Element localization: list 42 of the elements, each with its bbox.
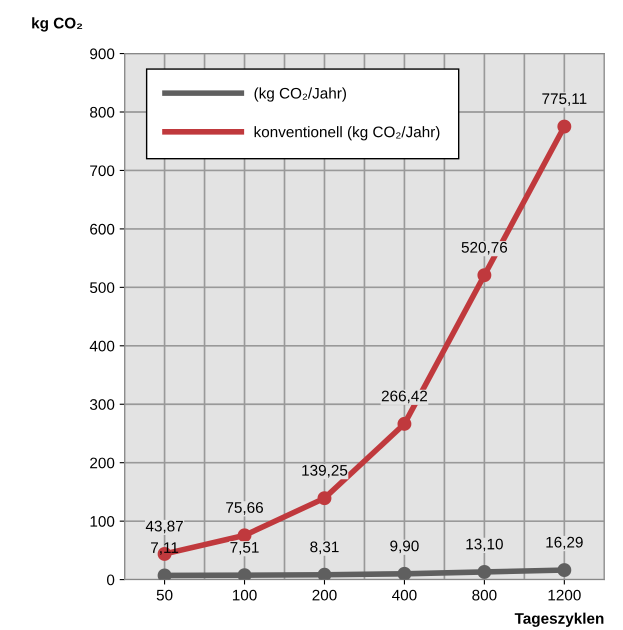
data-label: 775,11 [542, 93, 586, 106]
point [477, 268, 492, 282]
point [318, 491, 332, 506]
point [238, 528, 252, 542]
x-axis-title: Tageszyklen [514, 612, 604, 627]
y-tick-label: 0 [106, 574, 114, 586]
y-tick-label: 300 [90, 399, 114, 410]
y-axis-title: kg CO₂ [32, 17, 82, 32]
y-tick-label: 200 [90, 458, 114, 468]
y-tick-label: 500 [90, 282, 114, 294]
point [557, 120, 572, 134]
point [318, 568, 332, 580]
y-tick-label: 800 [90, 106, 114, 118]
x-tick-label: 50 [156, 590, 172, 601]
point [238, 568, 252, 580]
x-tick-label: 1200 [548, 590, 581, 601]
data-label: 520,76 [462, 242, 508, 255]
point [158, 568, 172, 580]
data-label: 75,66 [226, 502, 263, 515]
legend-label: (kg CO₂/Jahr) [254, 87, 346, 102]
data-label: 16,29 [546, 536, 583, 550]
point [397, 566, 412, 580]
data-label: 8,31 [310, 541, 339, 554]
x-tick-label: 400 [392, 590, 417, 601]
point [557, 563, 572, 578]
point [477, 565, 492, 579]
point [397, 416, 412, 431]
x-tick-label: 200 [312, 590, 337, 601]
y-tick-label: 100 [90, 516, 114, 527]
data-label: 9,90 [390, 540, 419, 554]
y-tick-label: 600 [90, 224, 114, 235]
x-tick-label: 800 [472, 590, 497, 601]
y-tick-label: 900 [90, 48, 114, 60]
data-label: 13,10 [466, 538, 503, 552]
legend-label: konventionell (kg CO₂/Jahr) [254, 126, 440, 140]
data-label: 7,51 [230, 542, 259, 555]
data-label: 139,25 [302, 464, 348, 478]
y-tick-label: 700 [90, 165, 114, 176]
data-label: 43,87 [146, 520, 183, 534]
data-label: 266,42 [382, 390, 428, 404]
x-tick-label: 100 [232, 590, 257, 601]
y-tick-label: 400 [90, 340, 114, 352]
